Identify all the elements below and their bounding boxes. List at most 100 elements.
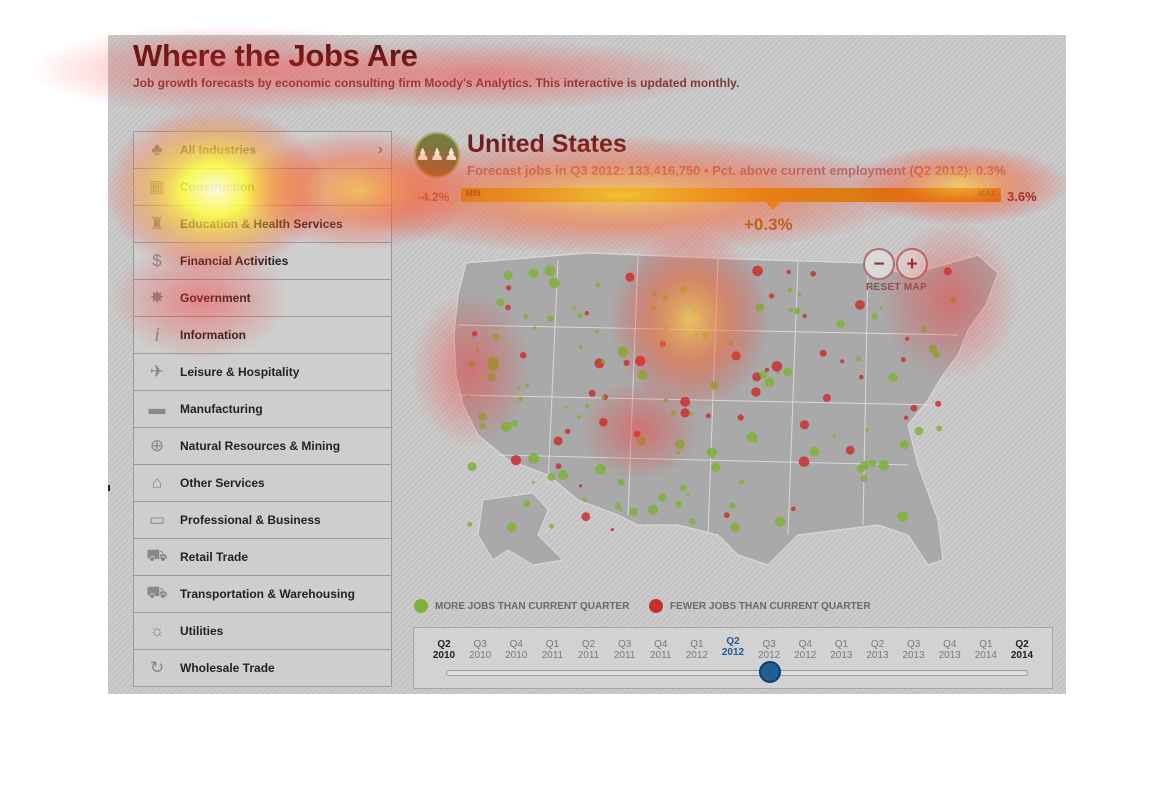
timeline-tick[interactable]: Q4 2011: [641, 639, 681, 661]
city-dot-more[interactable]: [706, 447, 717, 458]
city-dot-more[interactable]: [787, 287, 793, 293]
city-dot-more[interactable]: [674, 439, 685, 450]
city-dot-more[interactable]: [689, 412, 694, 416]
reset-map-button[interactable]: RESET MAP: [866, 282, 928, 293]
industry-item[interactable]: ↻ Wholesale Trade: [133, 650, 392, 687]
timeline-tick[interactable]: Q3 2010: [460, 639, 500, 661]
city-dot-more[interactable]: [510, 419, 518, 427]
city-dot-more[interactable]: [547, 315, 554, 322]
city-dot-more[interactable]: [797, 292, 802, 297]
city-dot-more[interactable]: [764, 377, 775, 388]
timeline-tick[interactable]: Q4 2012: [785, 639, 825, 661]
industry-item[interactable]: ▭ Professional & Business: [133, 502, 392, 539]
city-dot-more[interactable]: [523, 500, 531, 508]
city-dot-fewer[interactable]: [810, 271, 816, 277]
us-map[interactable]: [438, 235, 1028, 595]
city-dot-more[interactable]: [776, 371, 781, 375]
city-dot-more[interactable]: [788, 307, 793, 313]
timeline-tick[interactable]: Q4 2013: [930, 639, 970, 661]
city-dot-fewer[interactable]: [819, 349, 827, 357]
city-dot-more[interactable]: [693, 332, 699, 338]
city-dot-more[interactable]: [466, 395, 470, 399]
city-dot-fewer[interactable]: [751, 387, 761, 397]
city-dot-more[interactable]: [651, 291, 657, 296]
city-dot-more[interactable]: [647, 504, 659, 515]
industry-item[interactable]: ✸ Government: [133, 280, 392, 317]
industry-item[interactable]: ♣ All Industries ›: [133, 132, 392, 169]
city-dot-more[interactable]: [479, 423, 486, 430]
city-dot-more[interactable]: [496, 298, 505, 307]
timeline-tick[interactable]: Q1 2012: [677, 639, 717, 661]
city-dot-more[interactable]: [870, 285, 875, 290]
city-dot-more[interactable]: [614, 502, 621, 510]
city-dot-more[interactable]: [746, 431, 757, 443]
city-dot-fewer[interactable]: [855, 300, 865, 310]
city-dot-more[interactable]: [518, 396, 523, 402]
city-dot-more[interactable]: [663, 398, 668, 403]
city-dot-fewer[interactable]: [943, 267, 952, 276]
city-dot-more[interactable]: [478, 412, 487, 421]
city-dot-more[interactable]: [755, 303, 765, 312]
city-dot-more[interactable]: [675, 500, 683, 508]
timeline-tick[interactable]: Q2 2010: [424, 639, 464, 661]
city-dot-fewer[interactable]: [581, 512, 591, 522]
city-dot-fewer[interactable]: [633, 430, 641, 438]
city-dot-more[interactable]: [728, 340, 734, 345]
city-dot-more[interactable]: [578, 345, 583, 349]
city-dot-more[interactable]: [793, 307, 801, 315]
city-dot-fewer[interactable]: [579, 484, 583, 488]
city-dot-more[interactable]: [547, 473, 556, 481]
city-dot-more[interactable]: [467, 521, 473, 527]
city-dot-fewer[interactable]: [786, 269, 791, 275]
city-dot-more[interactable]: [680, 285, 688, 294]
city-dot-more[interactable]: [487, 373, 496, 382]
city-dot-more[interactable]: [650, 306, 656, 312]
city-dot-more[interactable]: [577, 312, 583, 319]
city-dot-more[interactable]: [739, 479, 745, 485]
city-dot-more[interactable]: [783, 367, 793, 377]
timeline-slider-handle[interactable]: [759, 661, 782, 683]
city-dot-fewer[interactable]: [723, 512, 730, 519]
city-dot-more[interactable]: [686, 492, 691, 497]
city-dot-more[interactable]: [879, 306, 883, 310]
city-dot-fewer[interactable]: [731, 351, 741, 361]
industry-item[interactable]: i Information: [133, 317, 392, 354]
city-dot-fewer[interactable]: [599, 417, 608, 427]
industry-item[interactable]: $ Financial Activities: [133, 243, 392, 280]
city-dot-more[interactable]: [662, 295, 669, 302]
industry-item[interactable]: ⛟ Retail Trade: [133, 539, 392, 576]
city-dot-fewer[interactable]: [737, 414, 744, 421]
industry-item[interactable]: ⌂ Other Services: [133, 465, 392, 502]
city-dot-fewer[interactable]: [584, 311, 589, 316]
city-dot-more[interactable]: [865, 428, 869, 432]
city-dot-more[interactable]: [637, 370, 648, 380]
city-dot-more[interactable]: [679, 484, 687, 492]
city-dot-more[interactable]: [878, 460, 889, 471]
timeline-tick[interactable]: Q2 2014: [1002, 639, 1042, 661]
city-dot-more[interactable]: [619, 508, 623, 512]
city-dot-fewer[interactable]: [553, 436, 563, 446]
city-dot-fewer[interactable]: [625, 272, 635, 282]
city-dot-more[interactable]: [709, 381, 719, 390]
city-dot-more[interactable]: [524, 383, 530, 388]
city-dot-more[interactable]: [584, 403, 590, 409]
industry-item[interactable]: ▦ Construction: [133, 169, 392, 206]
city-dot-fewer[interactable]: [802, 313, 807, 319]
city-dot-fewer[interactable]: [799, 420, 810, 430]
city-dot-more[interactable]: [809, 446, 820, 457]
city-dot-fewer[interactable]: [798, 456, 810, 467]
city-dot-fewer[interactable]: [635, 355, 646, 367]
city-dot-more[interactable]: [692, 308, 698, 314]
city-dot-more[interactable]: [582, 497, 588, 503]
city-dot-more[interactable]: [888, 373, 898, 383]
city-dot-more[interactable]: [523, 314, 529, 320]
city-dot-fewer[interactable]: [768, 293, 775, 299]
city-dot-more[interactable]: [897, 511, 908, 522]
timeline-tick[interactable]: Q2 2011: [569, 639, 609, 661]
city-dot-more[interactable]: [775, 516, 786, 527]
city-dot-fewer[interactable]: [903, 415, 909, 420]
city-dot-more[interactable]: [549, 523, 554, 529]
city-dot-fewer[interactable]: [791, 506, 796, 512]
industry-item[interactable]: ✈ Leisure & Hospitality: [133, 354, 392, 391]
city-dot-fewer[interactable]: [905, 336, 910, 341]
